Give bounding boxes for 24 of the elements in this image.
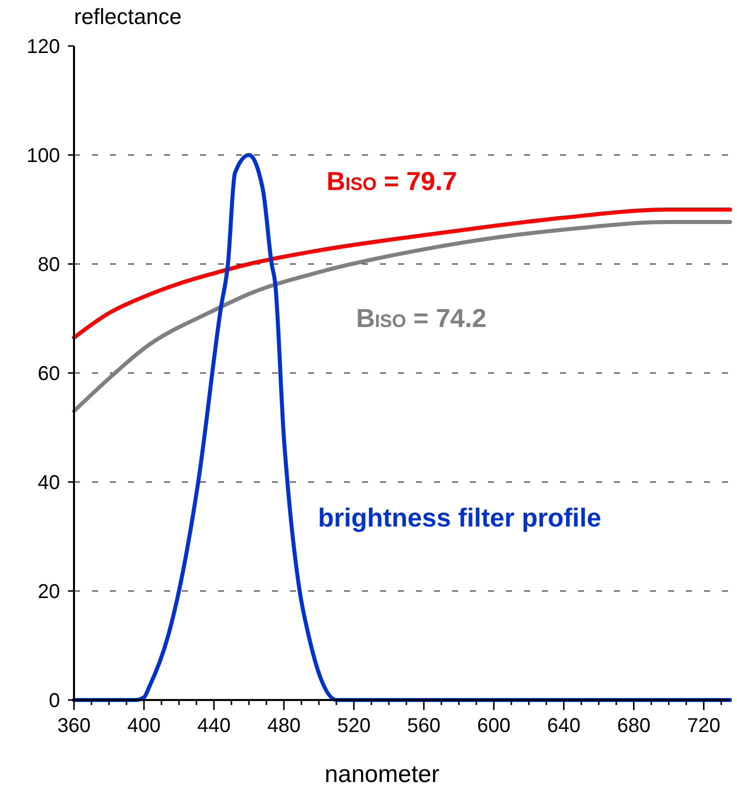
x-tick-label: 640 [547, 715, 580, 737]
x-tick-label: 600 [477, 715, 511, 737]
x-axis-title: nanometer [324, 761, 440, 788]
y-tick-label: 20 [38, 581, 60, 603]
x-tick-label: 720 [687, 715, 720, 737]
y-tick-label: 120 [26, 36, 60, 58]
line-series [72, 220, 732, 414]
y-tick-label: 40 [38, 472, 60, 494]
series-label: brightness filter profile [318, 502, 602, 533]
y-tick-label: 0 [48, 690, 60, 712]
y-tick-label: 100 [26, 145, 60, 167]
series-label: BISO = 74.2 [356, 303, 486, 334]
x-tick-label: 400 [127, 715, 161, 737]
x-tick-label: 520 [337, 715, 371, 737]
x-tick-label: 560 [407, 715, 441, 737]
series-label: BISO = 79.7 [326, 166, 457, 196]
x-tick-label: 360 [57, 715, 91, 737]
x-tick-label: 680 [617, 715, 650, 737]
x-tick-label: 440 [197, 715, 231, 737]
line-series [72, 208, 732, 340]
y-tick-label: 80 [38, 254, 60, 276]
y-axis-title: reflectance [74, 4, 182, 29]
x-tick-label: 480 [267, 715, 301, 737]
y-tick-label: 60 [38, 363, 60, 385]
